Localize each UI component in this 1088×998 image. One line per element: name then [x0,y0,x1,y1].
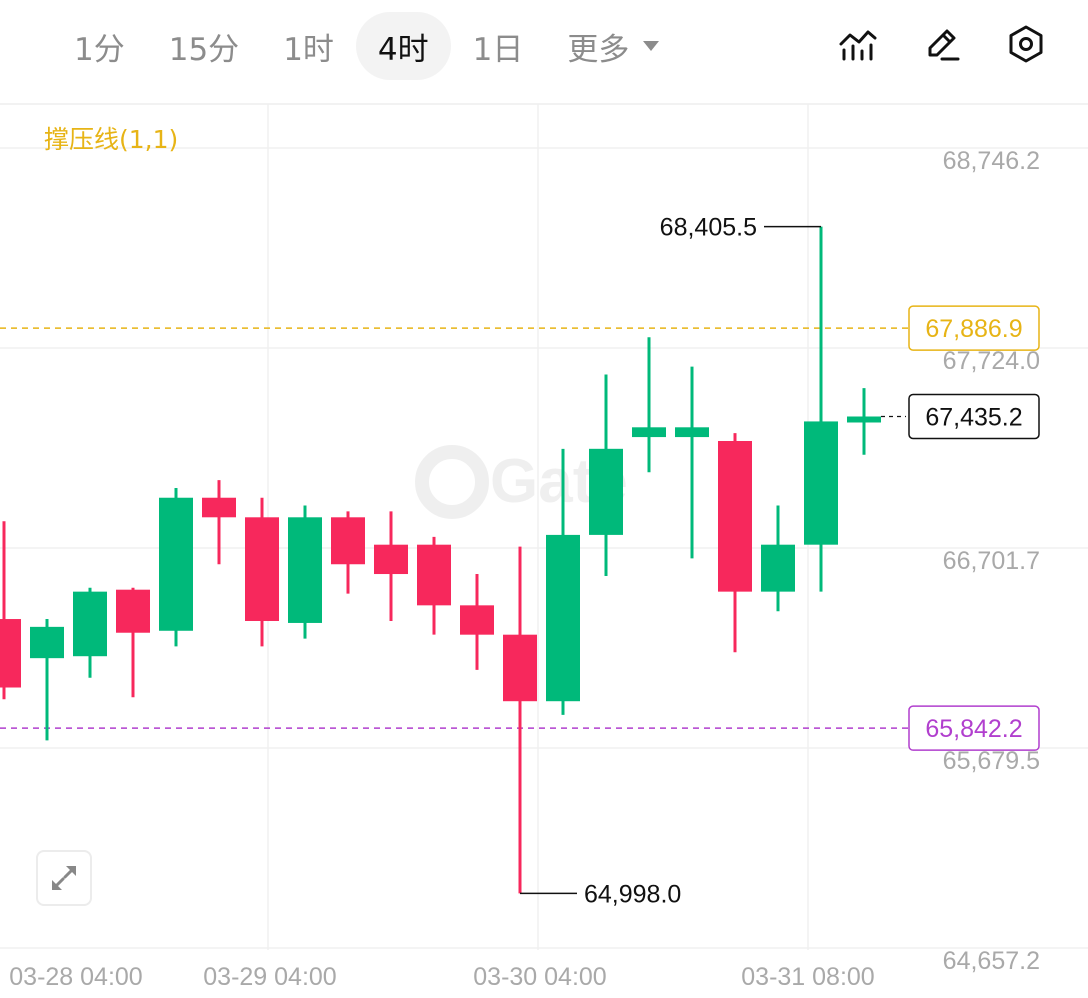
candle-body [202,497,236,518]
candle-body [30,626,64,659]
candle-body [589,448,623,535]
candle[interactable] [73,587,107,678]
x-tick-label: 03-31 08:00 [741,963,874,991]
candle[interactable] [116,587,150,698]
candle[interactable] [30,619,64,741]
candle-body [847,416,881,423]
caret-down-icon [643,41,660,51]
y-tick-label: 65,679.5 [943,747,1040,775]
candle[interactable] [589,374,623,576]
draw-pen-icon[interactable] [920,22,964,66]
candle-body [245,517,279,621]
candle[interactable] [417,536,451,635]
candle[interactable] [675,366,709,559]
candle-body [546,534,580,702]
resistance-price-tag-box [908,305,1040,351]
candle[interactable] [804,226,838,592]
candle[interactable] [847,388,881,455]
candle[interactable] [288,505,322,639]
candle-body [718,440,752,592]
more-intervals-dropdown[interactable]: 更多 [545,12,681,80]
x-tick-label: 03-29 04:00 [203,963,336,991]
expand-icon [52,866,76,890]
candle-body [761,544,795,592]
toolbar-icons [836,22,1048,66]
y-tick-label: 67,724.0 [943,347,1040,375]
tab-1d[interactable]: 1日 [472,31,524,68]
last-price-tag: 67,435.2 [908,393,1040,440]
tab-15m[interactable]: 15分 [168,31,240,68]
chart-toolbar: 1分 15分 1时 4时 1日 更多 [0,0,1088,92]
candle[interactable] [718,433,752,653]
candle-body [804,421,838,545]
candle-body [675,427,709,438]
support-price-tag-box [908,705,1040,751]
tab-4h[interactable]: 4时 [355,12,451,80]
fullscreen-button[interactable] [36,850,92,906]
candle[interactable] [0,521,21,700]
x-tick-label: 03-30 04:00 [473,963,606,991]
candle-body [159,497,193,631]
candle[interactable] [546,448,580,715]
candle-body [460,605,494,635]
interval-tabs: 1分 15分 1时 4时 1日 更多 [52,12,681,80]
axis-ticks: 68,746.2 67,724.0 66,701.7 65,679.5 64,657.2… [9,147,1040,991]
tab-1m[interactable]: 1分 [74,31,125,68]
last-price-tag-text: 67,435.2 [925,403,1022,431]
y-tick-label: 64,657.2 [943,947,1040,975]
candle-body [73,591,107,657]
candle-body [288,517,322,623]
candle-body [331,517,365,565]
candle[interactable] [202,480,236,565]
candle-body [374,544,408,575]
candle[interactable] [761,505,795,612]
candlestick-chart[interactable]: Gate 68,405.564,998.067,886.965,842.267,… [0,100,1088,998]
candle-body [0,619,21,688]
support-resistance-indicator-label[interactable]: 撑压线(1,1) [44,125,179,154]
candle[interactable] [632,337,666,473]
candle-body [417,544,451,606]
more-label: 更多 [567,31,630,68]
low-price-label: 64,998.0 [584,880,681,908]
high-price-label: 68,405.5 [660,214,757,242]
candle-body [632,427,666,438]
candles[interactable] [0,226,881,894]
candle-body [503,634,537,702]
candle[interactable] [245,497,279,647]
candle[interactable] [159,487,193,647]
candle[interactable] [374,511,408,621]
resistance-price-tag: 67,886.9 [908,305,1040,351]
candle[interactable] [331,511,365,594]
tab-1h[interactable]: 1时 [283,31,334,68]
candle[interactable] [460,574,494,670]
candle[interactable] [503,546,537,894]
resistance-price-tag-text: 67,886.9 [925,315,1022,343]
x-tick-label: 03-28 04:00 [9,963,142,991]
annotations: 68,405.5 64,998.0 67,886.9 65,842.2 67,435.2 [520,214,1040,908]
y-tick-label: 66,701.7 [943,547,1040,575]
indicators-icon[interactable] [836,22,880,66]
y-tick-label: 68,746.2 [943,147,1040,175]
candle-body [116,589,150,633]
support-price-tag-text: 65,842.2 [925,715,1022,743]
chart-area[interactable]: Gate 68,405.5 64,998.0 67,886.9 65,842.2 67,… [0,100,1088,998]
gate-logo-icon [415,445,489,519]
indicator-lines [0,327,910,729]
settings-hexagon-icon[interactable] [1004,22,1048,66]
support-price-tag: 65,842.2 [908,705,1040,751]
last-price-tag-box [908,393,1040,440]
